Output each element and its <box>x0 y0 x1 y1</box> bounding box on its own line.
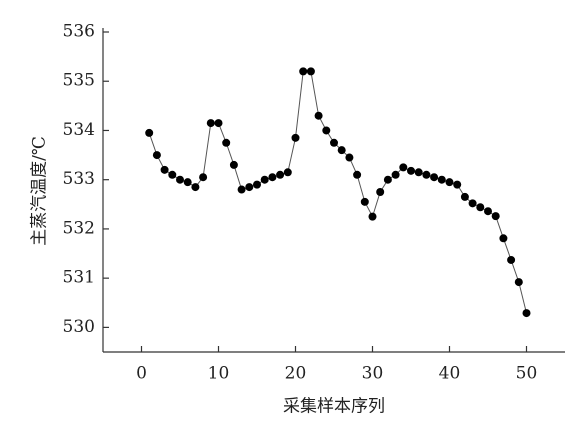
point <box>299 67 308 76</box>
point <box>422 170 431 179</box>
point <box>168 170 177 179</box>
x-tick-label: 40 <box>439 364 461 384</box>
point <box>360 197 369 206</box>
point <box>214 119 223 128</box>
point <box>491 212 500 221</box>
point <box>291 133 300 142</box>
series-line <box>148 70 527 314</box>
point <box>176 175 184 184</box>
point <box>268 173 277 182</box>
point <box>152 151 161 160</box>
point <box>499 234 508 243</box>
point <box>229 160 238 169</box>
point <box>407 166 415 175</box>
y-tick-label: 534 <box>63 120 95 140</box>
point <box>322 126 331 135</box>
point <box>145 128 154 137</box>
point <box>160 165 169 174</box>
x-tick-label: 30 <box>362 364 384 384</box>
point <box>253 180 261 189</box>
point <box>368 212 377 221</box>
point <box>206 119 215 128</box>
point <box>522 309 531 318</box>
y-tick-label: 531 <box>63 268 95 288</box>
point <box>376 188 385 196</box>
point <box>199 173 208 182</box>
point <box>383 175 392 184</box>
point <box>445 178 454 187</box>
point <box>391 170 400 179</box>
point <box>514 278 523 287</box>
x-tick-label: 20 <box>285 364 307 384</box>
point <box>399 163 408 172</box>
y-tick-label: 535 <box>63 71 95 91</box>
x-tick-label: 10 <box>208 364 230 384</box>
y-tick-label: 532 <box>63 218 95 238</box>
point <box>222 138 231 147</box>
x-tick-label: 0 <box>136 364 147 384</box>
x-axis-label: 采集样本序列 <box>283 397 385 417</box>
point <box>306 67 315 76</box>
point <box>314 111 323 120</box>
x-tick-label: 50 <box>516 364 538 384</box>
y-tick-label: 533 <box>63 169 95 189</box>
point <box>183 178 192 187</box>
point <box>276 170 285 179</box>
point <box>345 153 354 162</box>
point <box>484 207 492 216</box>
point <box>507 255 516 264</box>
point <box>283 168 292 177</box>
point <box>437 175 446 184</box>
point <box>337 146 346 155</box>
point <box>191 183 200 192</box>
point <box>260 175 269 184</box>
point <box>330 138 338 147</box>
point <box>237 185 246 194</box>
point <box>476 203 485 212</box>
y-tick-label: 530 <box>63 317 95 337</box>
point <box>468 199 477 208</box>
y-tick-label: 536 <box>63 22 95 42</box>
point <box>414 168 423 177</box>
point <box>353 170 362 179</box>
point <box>245 183 254 192</box>
y-axis-label: 主蒸汽温度/℃ <box>30 136 50 246</box>
point <box>430 173 439 182</box>
point <box>453 180 462 189</box>
point <box>460 192 469 201</box>
